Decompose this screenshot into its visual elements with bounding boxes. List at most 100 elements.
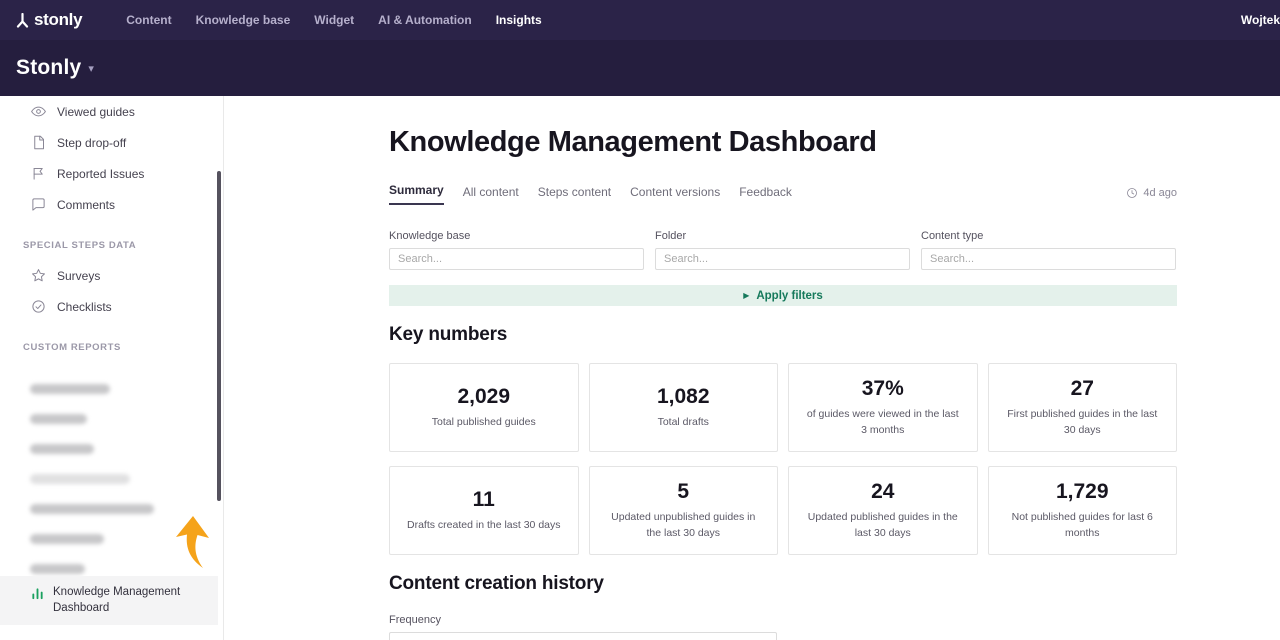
sidebar-item-reported-issues[interactable]: Reported Issues (0, 158, 223, 189)
stonly-logo[interactable]: stonly (16, 10, 96, 30)
stat-card-first-published: 27 First published guides in the last 30… (987, 363, 1177, 452)
bar-chart-icon (32, 588, 43, 600)
user-menu[interactable]: Wojtek K (1240, 13, 1280, 27)
custom-report-redacted[interactable] (30, 524, 223, 554)
stat-label: Not published guides for last 6 months (1011, 511, 1153, 539)
folder-search-input[interactable] (655, 248, 910, 270)
active-report-label: Knowledge Management Dashboard (53, 586, 181, 614)
stat-label: Updated published guides in the last 30 … (807, 511, 958, 539)
brand-flag-icon (87, 10, 96, 19)
sidebar: Viewed guides Step drop-off Reported Iss… (0, 96, 224, 640)
filter-folder: Folder (655, 230, 910, 270)
sidebar-item-label: Comments (57, 197, 116, 212)
tab-all-content[interactable]: All content (462, 185, 519, 199)
check-circle-icon (32, 300, 45, 313)
content-creation-history-title: Content creation history (389, 573, 604, 594)
stat-value: 11 (472, 487, 495, 511)
stat-label: Total drafts (657, 415, 709, 428)
tab-steps-content[interactable]: Steps content (537, 185, 612, 199)
stat-value: 5 (677, 480, 690, 504)
sidebar-item-label: Surveys (57, 268, 101, 283)
stat-label: First published guides in the last 30 da… (1007, 408, 1158, 436)
stat-card-not-published: 1,729 Not published guides for last 6 mo… (987, 466, 1177, 555)
tab-summary[interactable]: Summary (389, 183, 444, 205)
workspace-bar: Stonly ▾ (0, 40, 1280, 96)
eye-icon (31, 106, 46, 117)
stat-card-updated-unpublished: 5 Updated unpublished guides in the last… (588, 466, 778, 555)
key-numbers-grid: 2,029 Total published guides 1,082 Total… (389, 363, 1177, 555)
sidebar-item-label: Checklists (57, 299, 112, 314)
stat-value: 24 (871, 480, 895, 504)
sidebar-item-label: Reported Issues (57, 166, 145, 181)
sidebar-item-label: Step drop-off (57, 135, 127, 150)
stonly-logo-icon (16, 12, 29, 28)
sidebar-scrollbar[interactable] (217, 171, 221, 501)
top-navigation: stonly Content Knowledge base Widget AI … (0, 0, 1280, 40)
apply-filters-button[interactable]: ▶ Apply filters (389, 285, 1177, 306)
flag-icon (33, 168, 43, 180)
stat-card-viewed-percentage: 37% of guides were viewed in the last 3 … (788, 363, 978, 452)
custom-report-redacted[interactable] (30, 464, 223, 494)
knowledge-base-search-input[interactable] (389, 248, 644, 270)
stat-value: 27 (1070, 377, 1094, 401)
filter-knowledge-base: Knowledge base (389, 230, 644, 270)
apply-filters-label: Apply filters (756, 289, 823, 302)
custom-report-redacted[interactable] (30, 404, 223, 434)
nav-item-widget[interactable]: Widget (314, 13, 355, 27)
custom-report-redacted[interactable] (30, 494, 223, 524)
stat-card-updated-published: 24 Updated published guides in the last … (788, 466, 978, 555)
stat-card-total-published-guides: 2,029 Total published guides (389, 363, 579, 452)
stat-label: Drafts created in the last 30 days (407, 518, 561, 531)
sidebar-item-knowledge-management-dashboard[interactable]: Knowledge Management Dashboard (0, 576, 218, 626)
tab-content-versions[interactable]: Content versions (630, 185, 721, 199)
filter-label: Folder (655, 230, 687, 242)
main-content: Knowledge Management Dashboard Summary A… (224, 96, 1280, 640)
nav-item-insights[interactable]: Insights (495, 13, 542, 27)
sidebar-item-surveys[interactable]: Surveys (0, 260, 223, 291)
sidebar-item-viewed-guides[interactable]: Viewed guides (0, 96, 223, 127)
stat-label: Total published guides (431, 415, 536, 428)
frequency-select[interactable]: Monthly ⌄ (389, 632, 777, 640)
comment-icon (32, 198, 45, 211)
sidebar-section-custom-reports: CUSTOM REPORTS (23, 342, 121, 353)
filters-row: Knowledge base Folder Content type (389, 230, 1177, 270)
filter-content-type: Content type (921, 230, 1176, 270)
stat-value: 2,029 (457, 384, 511, 408)
sidebar-item-comments[interactable]: Comments (0, 189, 223, 220)
stat-value: 1,082 (656, 384, 710, 408)
brand-name: stonly (34, 10, 83, 29)
tab-feedback[interactable]: Feedback (739, 185, 792, 199)
page-title: Knowledge Management Dashboard (389, 126, 877, 158)
last-updated: 4d ago (1126, 187, 1177, 205)
custom-report-redacted[interactable] (30, 434, 223, 464)
workspace-caret-icon[interactable]: ▾ (88, 62, 94, 75)
last-updated-text: 4d ago (1143, 187, 1177, 199)
stat-label: Updated unpublished guides in the last 3… (611, 511, 756, 539)
sidebar-item-step-drop-off[interactable]: Step drop-off (0, 127, 223, 158)
workspace-title[interactable]: Stonly (16, 56, 82, 79)
nav-item-knowledge-base[interactable]: Knowledge base (195, 13, 291, 27)
key-numbers-title: Key numbers (389, 324, 508, 345)
custom-report-redacted[interactable] (30, 374, 223, 404)
nav-item-ai-automation[interactable]: AI & Automation (378, 13, 472, 27)
frequency-label: Frequency (389, 614, 441, 626)
star-icon (32, 269, 45, 282)
primary-nav: Content Knowledge base Widget AI & Autom… (126, 13, 565, 27)
clock-icon (1127, 188, 1138, 198)
sidebar-item-checklists[interactable]: Checklists (0, 291, 223, 322)
step-icon (34, 135, 44, 150)
filter-label: Content type (921, 230, 984, 242)
sidebar-section-special-steps-data: SPECIAL STEPS DATA (23, 240, 137, 251)
frequency-block: Frequency Monthly ⌄ (389, 614, 1177, 640)
stat-card-total-drafts: 1,082 Total drafts (588, 363, 778, 452)
nav-item-content[interactable]: Content (126, 13, 172, 27)
custom-reports-list (0, 362, 223, 584)
stat-label: of guides were viewed in the last 3 mont… (806, 408, 959, 436)
stat-value: 1,729 (1055, 480, 1109, 504)
content-type-search-input[interactable] (921, 248, 1176, 270)
filter-label: Knowledge base (389, 230, 471, 242)
tabs-row: Summary All content Steps content Conten… (389, 183, 1177, 205)
stat-value: 37% (861, 377, 904, 401)
custom-report-redacted[interactable] (30, 554, 223, 584)
